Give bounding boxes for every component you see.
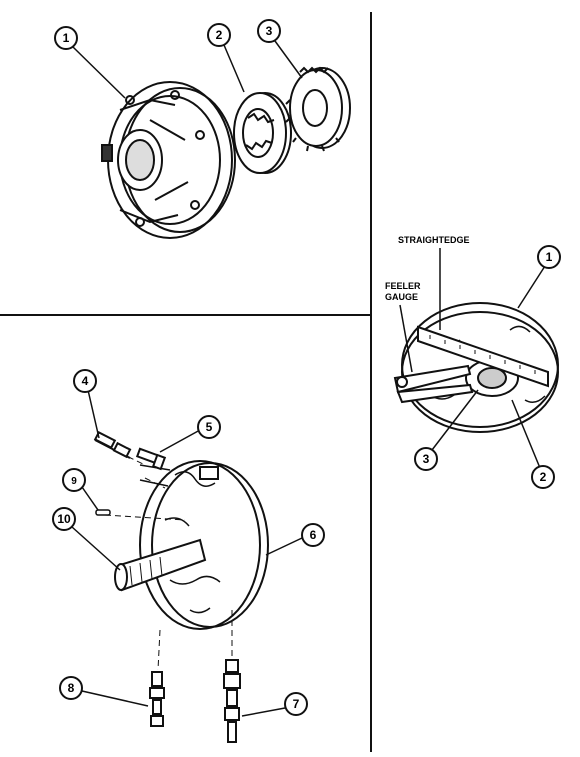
callout-4: 4 <box>73 369 100 439</box>
callout-2-top: 2 <box>207 23 245 93</box>
feeler-gauge-drawing <box>393 364 474 404</box>
callout-10: 9 <box>62 468 99 511</box>
callout-number: 2 <box>540 470 547 484</box>
callout-number: 3 <box>423 452 430 466</box>
pump-body-drawing <box>101 81 236 239</box>
pump-assembly-drawing <box>139 460 269 630</box>
feeler-gauge-label-line2: GAUGE <box>385 292 418 302</box>
callout-number: 1 <box>546 250 553 264</box>
callout-2-right: 2 <box>511 399 555 489</box>
callout-number: 9 <box>71 476 77 487</box>
callout-number: 5 <box>206 420 213 434</box>
callout-7: 7 <box>241 692 308 717</box>
callout-3-top: 3 <box>257 19 303 79</box>
callout-5: 5 <box>159 415 221 453</box>
callout-number: 2 <box>216 28 223 42</box>
callout-number: 10 <box>57 512 71 526</box>
callout-number: 1 <box>63 31 70 45</box>
callout-number: 7 <box>293 697 300 711</box>
callout-6: 6 <box>265 523 325 556</box>
callout-1-top: 1 <box>54 26 126 99</box>
valve-spring-4-drawing <box>93 431 132 459</box>
assembly-guide-lines <box>104 447 233 671</box>
callout-3-right: 3 <box>414 389 479 471</box>
straightedge-drawing <box>417 325 549 388</box>
callout-number: 8 <box>68 681 75 695</box>
valve-5-drawing <box>135 447 167 471</box>
valve-7-drawing <box>223 659 241 743</box>
valve-8-drawing <box>149 671 165 727</box>
feeler-gauge-label-line1: FEELER <box>385 281 421 291</box>
rotor-ring-drawing <box>233 92 292 174</box>
callout-9: 10 <box>52 507 121 571</box>
straightedge-label: STRAIGHTEDGE <box>398 235 470 245</box>
callout-8: 8 <box>59 676 149 707</box>
gear-drawing <box>285 66 351 152</box>
callout-number: 4 <box>82 374 89 388</box>
pin-10-drawing <box>95 509 111 516</box>
callout-number: 3 <box>266 24 273 38</box>
callout-1-right: 1 <box>517 245 561 309</box>
input-shaft-drawing <box>114 538 207 592</box>
callout-number: 6 <box>310 528 317 542</box>
